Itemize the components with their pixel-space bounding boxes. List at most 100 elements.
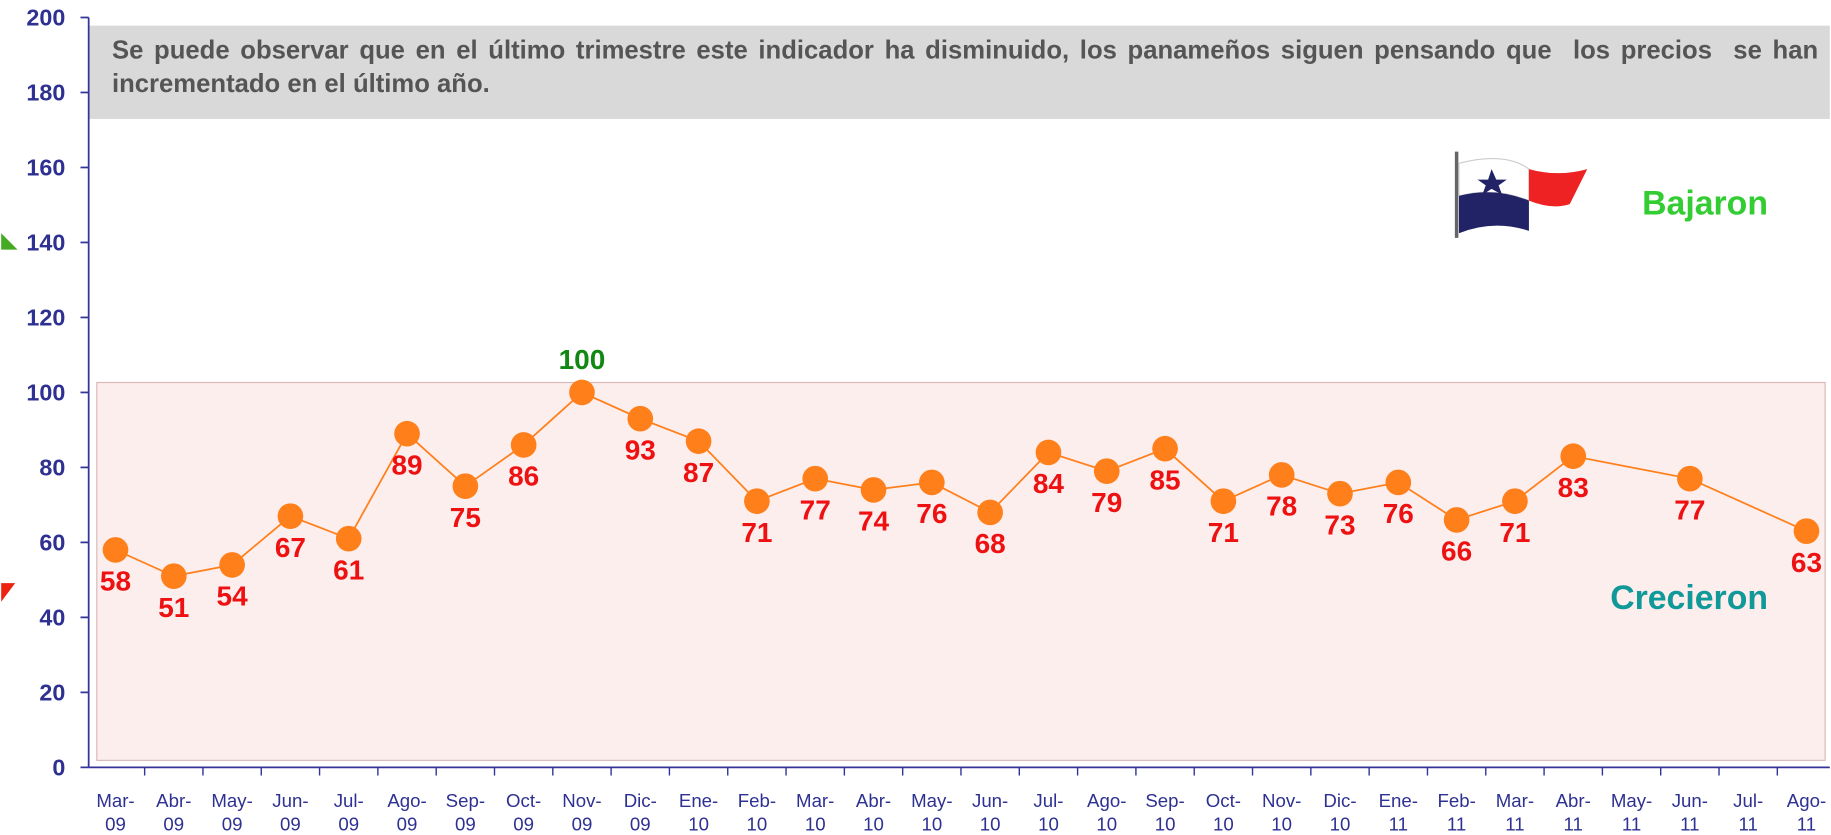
x-tick-label: Mar-10	[796, 790, 834, 834]
marker	[219, 552, 245, 578]
x-tick-label: Abr-09	[156, 790, 191, 834]
marker	[1793, 518, 1820, 544]
x-tick-label: Ene-10	[679, 790, 718, 834]
data-label: 66	[1441, 536, 1472, 567]
data-label: 89	[391, 449, 422, 480]
marker	[160, 563, 187, 589]
y-tick-label: 80	[39, 455, 65, 481]
marker	[335, 525, 362, 552]
x-tick-label: Nov-10	[1262, 790, 1301, 834]
marker	[510, 432, 537, 458]
y-tick-label: 60	[39, 530, 65, 556]
x-tick-label: May-09	[211, 790, 252, 834]
marker	[1327, 480, 1353, 507]
y-tick-label: 120	[26, 305, 65, 331]
data-label: 78	[1266, 491, 1297, 522]
marker	[1385, 469, 1412, 496]
data-label: 74	[858, 506, 890, 537]
marker	[1035, 439, 1062, 466]
x-tick-label: Ago-10	[1087, 790, 1126, 834]
x-tick-label: Sep-09	[446, 790, 485, 834]
marker	[860, 477, 887, 503]
x-tick-label: May-11	[1611, 790, 1652, 834]
data-label: 51	[158, 592, 189, 623]
x-tick-label: Oct-10	[1206, 790, 1241, 834]
data-label: 71	[741, 517, 772, 548]
marker	[1502, 488, 1528, 514]
data-label: 77	[1674, 494, 1705, 525]
x-tick-label: Abr-11	[1556, 790, 1591, 834]
line	[115, 391, 1807, 578]
down-arrow	[1, 583, 16, 602]
x-tick-label: Ago-09	[387, 790, 426, 834]
y-tick-label: 0	[52, 755, 65, 781]
note-box	[88, 25, 1830, 119]
x-tick-label: Nov-09	[562, 790, 601, 834]
x-tick-label: Feb-11	[1437, 790, 1475, 834]
marker	[627, 405, 654, 432]
x-tick-label: Oct-09	[506, 790, 541, 834]
data-label: 76	[916, 498, 947, 529]
x-tick-label: Dic-09	[624, 790, 657, 834]
data-label: 75	[450, 502, 481, 533]
marker	[1560, 443, 1587, 469]
data-label: 71	[1499, 517, 1530, 548]
marker	[394, 420, 420, 447]
data-label: 86	[508, 461, 539, 492]
x-tick-label: Jun-10	[972, 790, 1008, 834]
x-tick-label: Sep-10	[1145, 790, 1184, 834]
crecieron-zone	[96, 381, 1826, 761]
data-label: 79	[1091, 487, 1122, 518]
x-tick-label: Dic-10	[1323, 790, 1356, 834]
data-label: 100	[559, 344, 606, 375]
y-tick-label: 200	[26, 5, 65, 31]
x-tick-label: Jun-11	[1672, 790, 1708, 834]
data-label: 54	[217, 581, 249, 612]
y-tick-label: 40	[39, 605, 65, 631]
data-label: 87	[683, 457, 714, 488]
data-label: 63	[1791, 547, 1822, 578]
marker	[685, 428, 712, 454]
data-label: 67	[275, 532, 306, 563]
x-tick-label: Ago-11	[1787, 790, 1826, 834]
data-label: 68	[975, 528, 1006, 559]
x-tick-label: May-10	[911, 790, 952, 834]
x-tick-label: Ene-11	[1379, 790, 1418, 834]
marker	[569, 379, 595, 406]
y-tick-label: 140	[26, 230, 65, 256]
x-tick-label: Jul-10	[1033, 790, 1063, 834]
x-tick-label: Mar-09	[96, 790, 134, 834]
marker	[744, 488, 770, 514]
y-tick-label: 100	[26, 380, 65, 406]
marker	[1210, 488, 1237, 514]
x-tick-label: Abr-10	[856, 790, 891, 834]
marker	[1677, 465, 1703, 492]
marker	[102, 537, 129, 563]
y-tick-label: 160	[26, 155, 65, 181]
x-tick-label: Jul-11	[1733, 790, 1763, 834]
x-tick-label: Jun-09	[272, 790, 308, 834]
marker	[277, 503, 304, 529]
up-arrow	[1, 233, 18, 250]
marker	[452, 473, 479, 499]
data-label: 71	[1208, 517, 1239, 548]
marker	[977, 499, 1003, 526]
marker	[1268, 462, 1295, 488]
crecieron-label: Crecieron	[1610, 579, 1768, 617]
bajaron-label: Bajaron	[1642, 185, 1768, 223]
data-label: 76	[1383, 498, 1414, 529]
data-label: 93	[625, 434, 656, 465]
data-label: 85	[1150, 464, 1181, 495]
x-tick-label: Jul-09	[334, 790, 364, 834]
data-label: 73	[1324, 509, 1355, 540]
x-tick-label: Feb-10	[738, 790, 776, 834]
marker	[1152, 435, 1178, 462]
y-tick-label: 180	[26, 80, 65, 106]
marker	[1093, 458, 1120, 484]
x-tick-label: Mar-11	[1496, 790, 1534, 834]
data-label: 77	[800, 494, 831, 525]
flag	[1454, 151, 1588, 238]
note-wrap: Se puede observar que en el último trime…	[112, 35, 1818, 98]
marker	[918, 469, 945, 496]
